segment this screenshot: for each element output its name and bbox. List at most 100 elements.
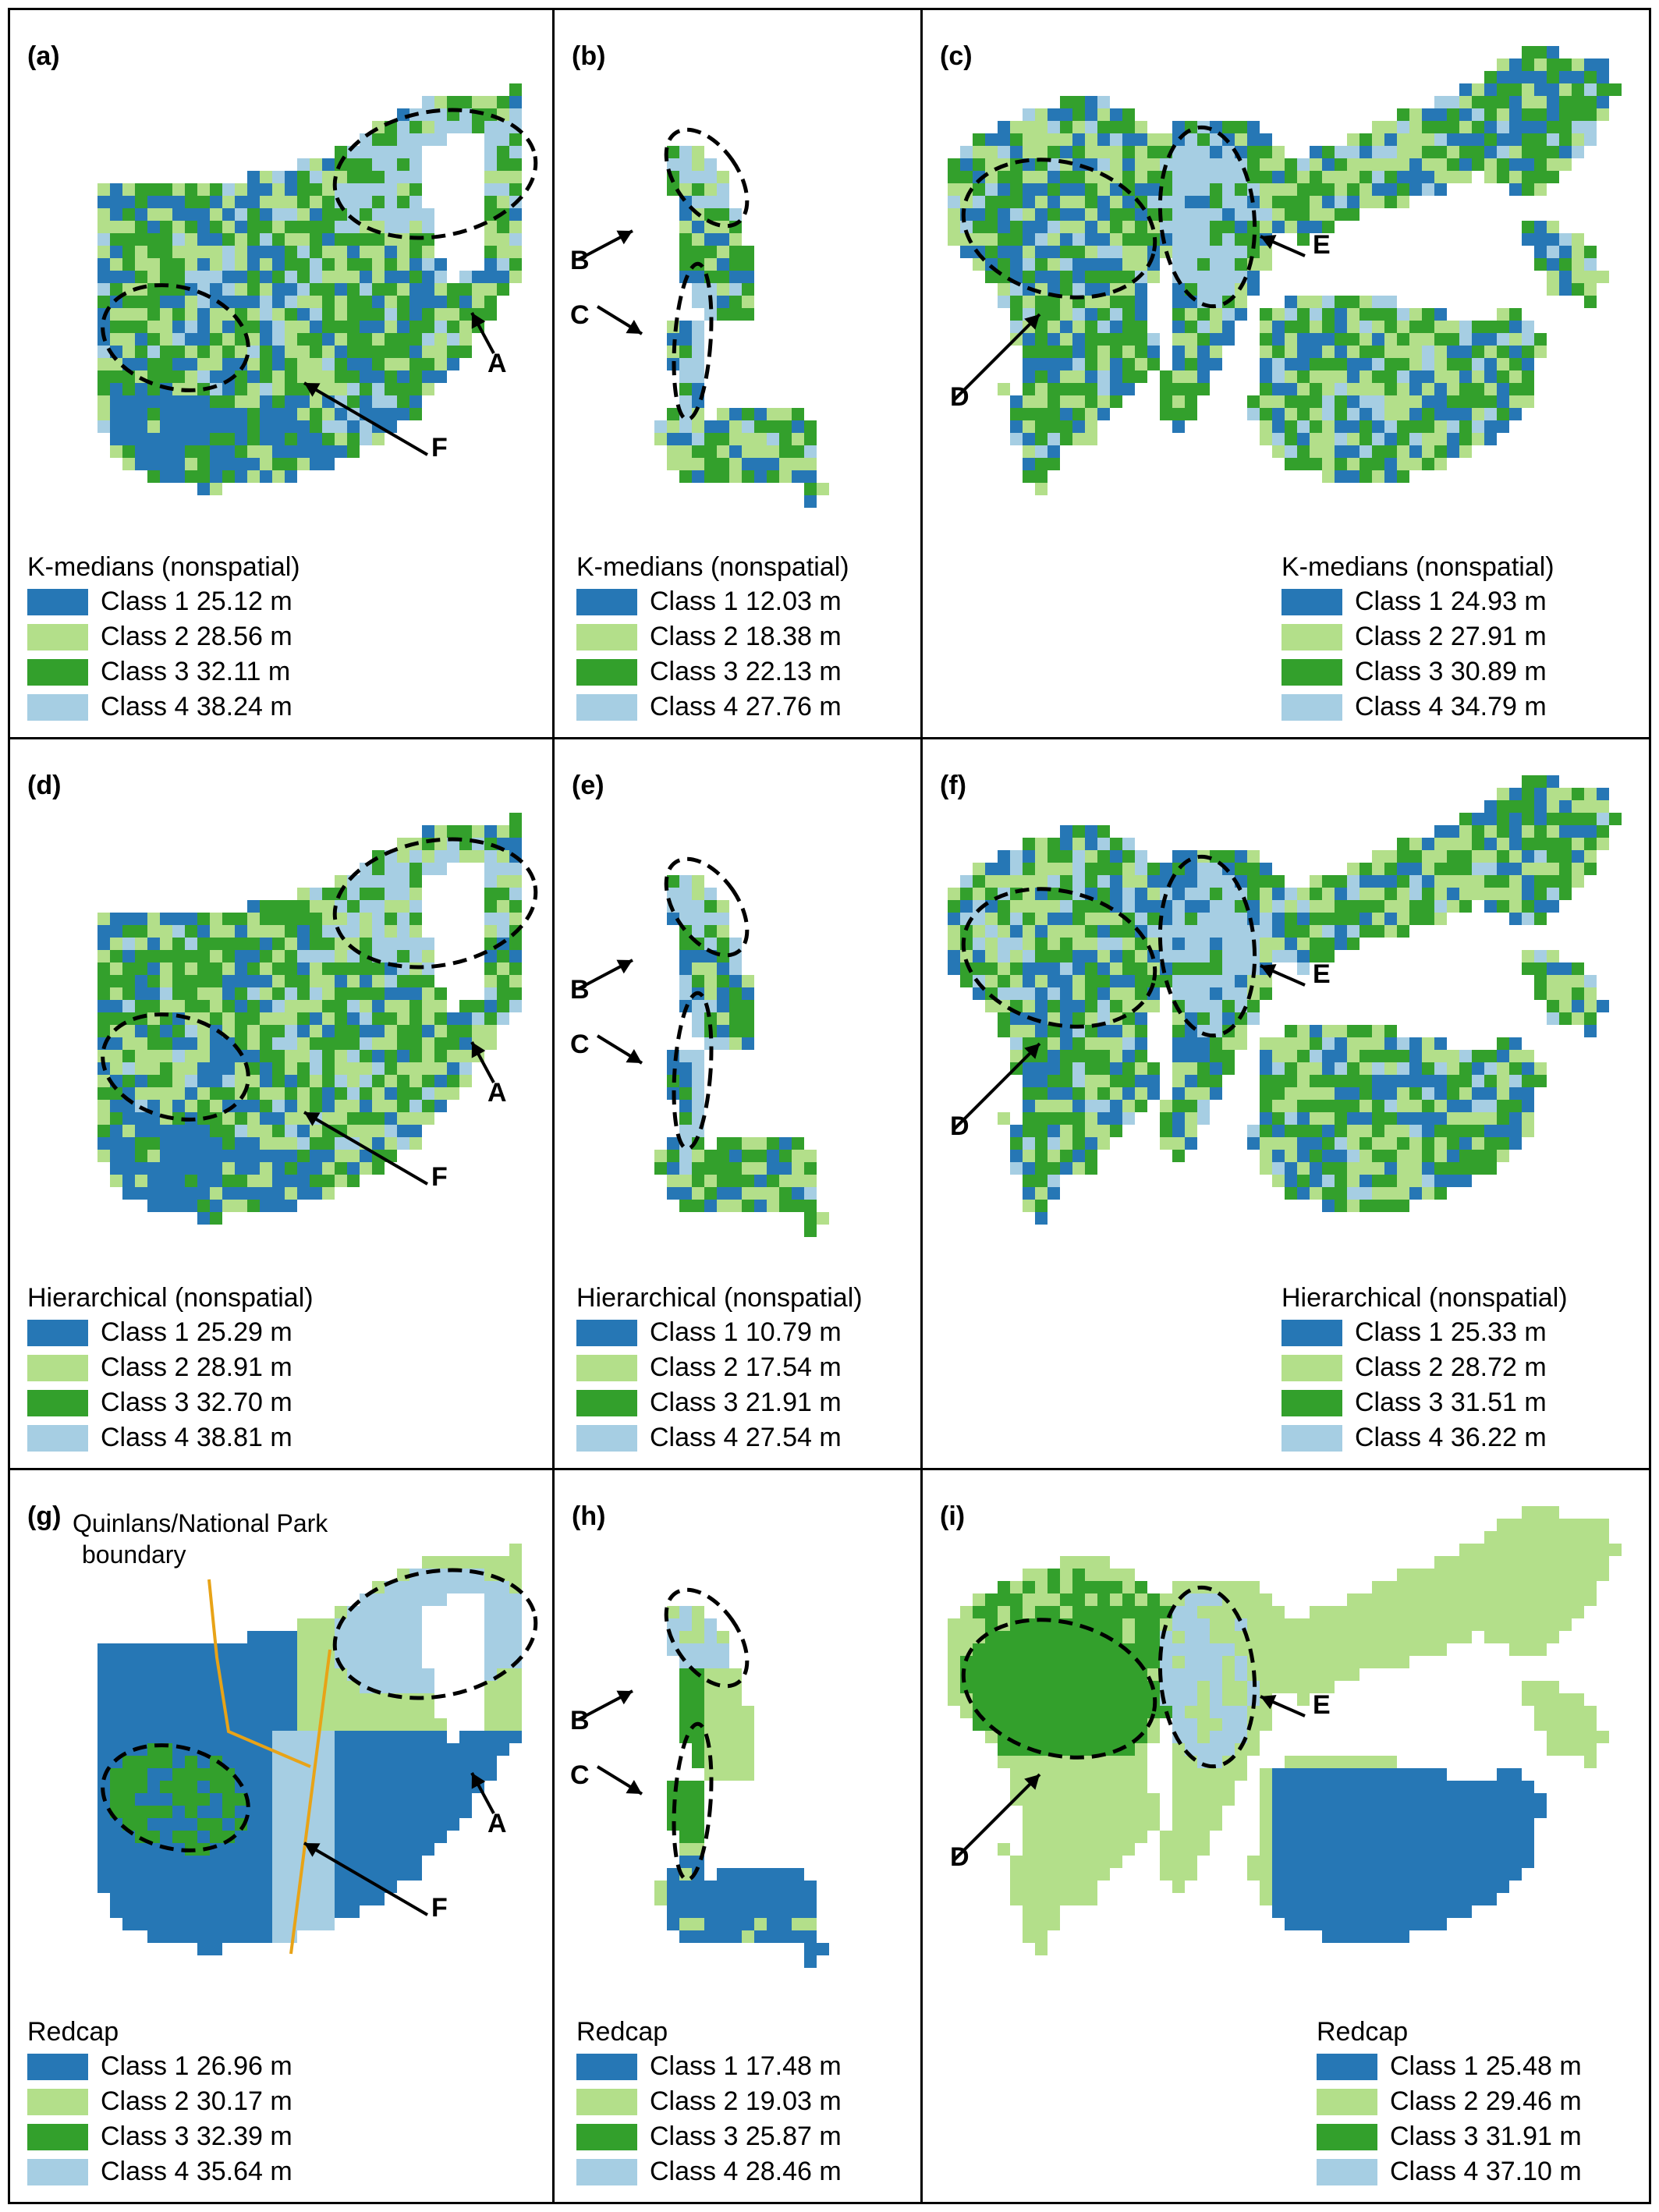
- legend-class-value: 32.39 m: [196, 2122, 292, 2151]
- legend-swatch: [576, 623, 637, 650]
- annotation-b: B: [570, 1706, 590, 1735]
- legend-item-class-2: Class 2 30.17 m: [27, 2084, 292, 2119]
- class-grid: [948, 775, 1622, 1225]
- row-divider-2: [8, 1468, 1651, 1470]
- legend-class-name: Class 4: [101, 692, 190, 721]
- legend-class-value: 18.38 m: [745, 622, 842, 651]
- legend-class-name: Class 4: [1390, 2157, 1479, 2186]
- class-grid: [654, 146, 829, 508]
- annotation-f: F: [431, 1162, 448, 1192]
- panel-g: (g) A F Quinlans/National Park boundary Redca…: [10, 1470, 552, 2202]
- arrow-d: [952, 1042, 1041, 1131]
- legend-class-value: 26.96 m: [196, 2051, 292, 2081]
- annotation-f: F: [431, 433, 448, 463]
- panel-label: (c): [940, 41, 973, 71]
- legend-class-value: 38.24 m: [196, 692, 292, 721]
- legend-spacer: [738, 622, 745, 652]
- arrow-e: [1260, 1695, 1306, 1717]
- legend-spacer: [1443, 622, 1450, 652]
- legend-class-value: 34.79 m: [1450, 692, 1547, 721]
- highlight-ellipse-2: [101, 1012, 250, 1122]
- legend-class-value: 25.48 m: [1485, 2051, 1582, 2081]
- legend-class-value: 24.93 m: [1450, 587, 1547, 616]
- legend-swatch: [27, 1424, 88, 1452]
- legend-spacer: [1443, 587, 1450, 617]
- highlight-ellipse-2: [672, 1721, 714, 1882]
- annotation-b: B: [570, 975, 590, 1005]
- legend-item-class-2: Class 2 27.91 m: [1281, 619, 1554, 654]
- boundary-leader-line: [207, 1579, 311, 1768]
- panel-e: (e) B C Hierarchical (nonspatial) Class 1 10…: [555, 739, 920, 1468]
- boundary-label-line: Quinlans/National Park: [73, 1509, 328, 1537]
- legend-class-name: Class 4: [650, 2157, 739, 2186]
- legend-class-value: 28.56 m: [196, 622, 292, 651]
- legend-spacer: [189, 2122, 196, 2152]
- legend-item-class-3: Class 3 25.87 m: [576, 2119, 842, 2154]
- map-i: [948, 1506, 1622, 1955]
- legend-class-value: 12.03 m: [745, 587, 842, 616]
- legend-item-class-4: Class 4 38.81 m: [27, 1420, 314, 1455]
- legend-spacer: [738, 2122, 745, 2152]
- arrow-b: [577, 959, 633, 991]
- legend-swatch: [27, 1389, 88, 1416]
- legend-swatch: [27, 693, 88, 721]
- highlight-ellipse-1: [664, 1587, 750, 1689]
- legend-class-value: 29.46 m: [1485, 2086, 1582, 2116]
- arrow-f: [303, 1111, 429, 1186]
- legend-spacer: [738, 2086, 745, 2117]
- legend-spacer: [738, 2157, 745, 2187]
- legend-class-value: 17.48 m: [745, 2051, 842, 2081]
- legend-class-value: 21.91 m: [745, 1388, 842, 1417]
- legend-swatch: [576, 1424, 637, 1452]
- legend-item-class-3: Class 3 22.13 m: [576, 654, 849, 689]
- arrow-f: [303, 381, 429, 456]
- panel-b: (b) B C K-medians (nonspatial) Class 1 12.03…: [555, 10, 920, 737]
- legend-class-name: Class 3: [650, 2122, 739, 2151]
- legend-swatch: [1281, 693, 1342, 721]
- column-divider-2: [920, 8, 923, 2204]
- legend-swatch: [27, 2053, 88, 2080]
- legend-title: K-medians (nonspatial): [576, 552, 849, 582]
- row-divider-1: [8, 737, 1651, 739]
- legend-swatch: [1281, 658, 1342, 686]
- annotation-a: A: [487, 349, 507, 378]
- legend-spacer: [189, 692, 196, 722]
- legend-class-value: 31.51 m: [1450, 1388, 1547, 1417]
- legend-title: K-medians (nonspatial): [1281, 552, 1554, 582]
- arrow-d: [952, 313, 1041, 402]
- panel-i: (i) D E Redcap Class 1 25.48 m Class 2 29.46 …: [923, 1470, 1649, 2202]
- legend-swatch: [27, 1354, 88, 1381]
- map-a: [97, 83, 538, 495]
- legend-spacer: [1443, 1352, 1450, 1383]
- legend-class-name: Class 2: [1390, 2086, 1479, 2116]
- legend: Redcap Class 1 17.48 m Class 2 19.03 m Clas…: [576, 2015, 842, 2189]
- map-c: [948, 46, 1622, 495]
- legend-swatch: [1281, 1424, 1342, 1452]
- legend-spacer: [1443, 657, 1450, 687]
- legend-swatch: [1281, 1389, 1342, 1416]
- highlight-ellipse-1: [664, 856, 750, 958]
- legend-class-name: Class 1: [1355, 1317, 1444, 1347]
- legend-spacer: [738, 1317, 745, 1348]
- arrow-a: [470, 1041, 495, 1083]
- annotation-c: C: [570, 300, 590, 330]
- panel-label: (f): [940, 771, 966, 800]
- legend-class-value: 36.22 m: [1450, 1423, 1547, 1452]
- annotation-b: B: [570, 246, 590, 275]
- annotation-d: D: [950, 1111, 970, 1141]
- boundary-label: Quinlans/National Park boundary: [73, 1508, 328, 1570]
- legend-item-class-4: Class 4 27.54 m: [576, 1420, 863, 1455]
- legend-swatch: [1317, 2053, 1377, 2080]
- highlight-ellipse-2: [101, 1743, 250, 1852]
- map-h: [577, 1587, 829, 1968]
- legend-class-value: 35.64 m: [196, 2157, 292, 2186]
- annotation-a: A: [487, 1078, 507, 1108]
- legend-swatch: [576, 2123, 637, 2150]
- legend-class-name: Class 3: [1355, 657, 1444, 686]
- legend-class-name: Class 1: [1355, 587, 1444, 616]
- legend-swatch: [1281, 623, 1342, 650]
- legend-class-value: 22.13 m: [745, 657, 842, 686]
- legend-title: K-medians (nonspatial): [27, 552, 300, 582]
- arrow-f: [303, 1842, 429, 1916]
- highlight-ellipse-1: [664, 127, 750, 229]
